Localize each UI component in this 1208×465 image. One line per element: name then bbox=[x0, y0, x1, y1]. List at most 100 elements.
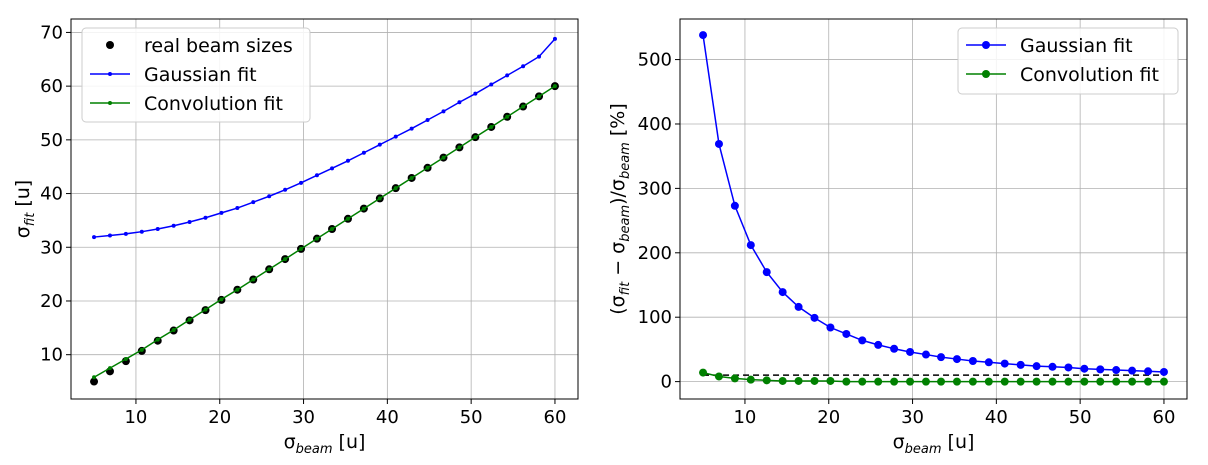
right-axes-frame bbox=[679, 18, 1188, 400]
right-gaussian-fit-point bbox=[842, 329, 851, 338]
right-y-tick-label: 300 bbox=[638, 178, 672, 199]
right-convolution-fit-point bbox=[952, 377, 961, 386]
right-convolution-fit-point bbox=[842, 377, 851, 386]
left-convolution-fit-point bbox=[155, 337, 160, 342]
left-convolution-fit-point bbox=[361, 206, 366, 211]
left-y-tick-label: 50 bbox=[40, 130, 63, 151]
right-convolution-fit-point bbox=[1064, 377, 1073, 386]
left-convolution-fit-point bbox=[505, 114, 510, 119]
left-gaussian-fit-point bbox=[267, 194, 272, 199]
left-x-ticks: 10 20 30 40 50 60 bbox=[124, 399, 566, 428]
right-gaussian-fit-point bbox=[906, 347, 915, 356]
right-x-tick-label: 40 bbox=[985, 407, 1008, 428]
left-convolution-fit-point bbox=[299, 246, 304, 251]
right-gaussian-fit-point bbox=[984, 358, 993, 367]
left-y-tick-label: 30 bbox=[40, 237, 63, 258]
right-gaussian-fit-point bbox=[952, 355, 961, 364]
left-real-beam-sizes-point bbox=[121, 357, 130, 366]
left-legend[interactable]: real beam sizes Gaussian fit Convolution f… bbox=[81, 27, 311, 123]
right-convolution-fit-point bbox=[1159, 377, 1168, 386]
left-gaussian-fit-point bbox=[457, 100, 462, 105]
right-legend-item-convolution-fit[interactable]: Convolution fit bbox=[966, 64, 1159, 86]
left-gaussian-fit-point bbox=[314, 173, 319, 178]
left-gaussian-fit-point bbox=[377, 142, 382, 147]
right-gaussian-fit-point bbox=[778, 288, 787, 297]
right-convolution-fit-point bbox=[937, 377, 946, 386]
right-convolution-fit-point bbox=[858, 377, 867, 386]
right-convolution-fit-point bbox=[746, 375, 755, 384]
right-series-convolution-fit bbox=[699, 368, 1168, 386]
right-gaussian-fit-point bbox=[1000, 359, 1009, 368]
left-gaussian-fit-point bbox=[107, 233, 112, 238]
left-gaussian-fit-point bbox=[409, 126, 414, 131]
left-convolution-fit-point bbox=[235, 287, 240, 292]
left-chart: 10 20 30 40 50 60 10 20 30 40 50 60 70 σbeam [u] σf… bbox=[12, 18, 579, 457]
right-convolution-fit-point bbox=[810, 376, 819, 385]
right-y-tick-label: 100 bbox=[638, 307, 672, 328]
right-legend-label: Convolution fit bbox=[1020, 64, 1159, 86]
left-gaussian-fit-point bbox=[299, 180, 304, 185]
right-x-ticks: 10 20 30 40 50 60 bbox=[733, 399, 1175, 428]
left-y-ticks: 10 20 30 40 50 60 70 bbox=[40, 22, 71, 366]
right-x-tick-label: 10 bbox=[733, 407, 756, 428]
right-legend-item-gaussian-fit[interactable]: Gaussian fit bbox=[966, 35, 1133, 57]
left-x-tick-label: 20 bbox=[208, 407, 231, 428]
left-convolution-fit-point bbox=[521, 104, 526, 109]
right-convolution-fit-point bbox=[1080, 377, 1089, 386]
right-gaussian-fit-point bbox=[937, 353, 946, 362]
left-series-convolution-fit bbox=[92, 84, 557, 380]
right-y-tick-label: 400 bbox=[638, 114, 672, 135]
right-convolution-fit-point bbox=[1000, 377, 1009, 386]
right-gaussian-fit-point bbox=[714, 139, 723, 148]
right-convolution-fit-point bbox=[1048, 377, 1057, 386]
right-gaussian-fit-point bbox=[890, 344, 899, 353]
right-convolution-fit-point bbox=[921, 377, 930, 386]
left-y-tick-label: 20 bbox=[40, 291, 63, 312]
right-convolution-fit-point bbox=[906, 377, 915, 386]
left-x-tick-label: 40 bbox=[376, 407, 399, 428]
right-gaussian-fit-point bbox=[1159, 367, 1168, 376]
right-gaussian-fit-point bbox=[826, 323, 835, 332]
left-convolution-fit-point bbox=[92, 375, 97, 380]
left-legend-item-gaussian-fit[interactable]: Gaussian fit bbox=[90, 64, 257, 86]
left-gaussian-fit-point bbox=[345, 158, 350, 163]
left-gaussian-fit-line bbox=[93, 38, 556, 238]
right-legend[interactable]: Gaussian fit Convolution fit bbox=[957, 27, 1179, 95]
left-convolution-fit-point bbox=[537, 94, 542, 99]
left-real-beam-sizes-point bbox=[90, 377, 99, 386]
left-gaussian-fit-point bbox=[92, 235, 97, 240]
left-gaussian-fit-point bbox=[219, 210, 224, 215]
right-convolution-fit-point bbox=[826, 376, 835, 385]
left-axes-frame bbox=[70, 18, 579, 400]
left-legend-label: real beam sizes bbox=[144, 35, 293, 57]
right-legend-label: Gaussian fit bbox=[1020, 35, 1133, 57]
left-convolution-fit-point bbox=[219, 297, 224, 302]
left-convolution-fit-point bbox=[425, 165, 430, 170]
right-gaussian-fit-point bbox=[1032, 362, 1041, 371]
left-legend-item-real-beam-sizes[interactable]: real beam sizes bbox=[106, 35, 293, 57]
left-legend-item-convolution-fit[interactable]: Convolution fit bbox=[90, 93, 283, 115]
right-convolution-fit-point bbox=[984, 377, 993, 386]
left-y-tick-label: 60 bbox=[40, 76, 63, 97]
left-convolution-fit-point bbox=[377, 196, 382, 201]
left-convolution-fit-point bbox=[393, 186, 398, 191]
left-convolution-fit-point bbox=[123, 356, 128, 361]
left-gaussian-fit-point bbox=[123, 231, 128, 236]
left-x-tick-label: 50 bbox=[460, 407, 483, 428]
left-legend-swatch-marker bbox=[108, 72, 112, 76]
left-convolution-fit-line bbox=[93, 85, 556, 378]
right-gaussian-fit-point bbox=[858, 336, 867, 345]
right-y-tick-label: 0 bbox=[661, 372, 672, 393]
left-x-axis-label: σbeam [u] bbox=[284, 431, 366, 457]
left-y-tick-label: 40 bbox=[40, 184, 63, 205]
left-convolution-fit-point bbox=[267, 267, 272, 272]
left-series-layer bbox=[90, 36, 559, 386]
left-legend-label: Gaussian fit bbox=[144, 64, 257, 86]
left-convolution-fit-point bbox=[457, 145, 462, 150]
left-convolution-fit-point bbox=[283, 257, 288, 262]
left-gaussian-fit-point bbox=[537, 54, 542, 59]
left-convolution-fit-point bbox=[330, 227, 335, 232]
left-gaussian-fit-point bbox=[139, 229, 144, 234]
